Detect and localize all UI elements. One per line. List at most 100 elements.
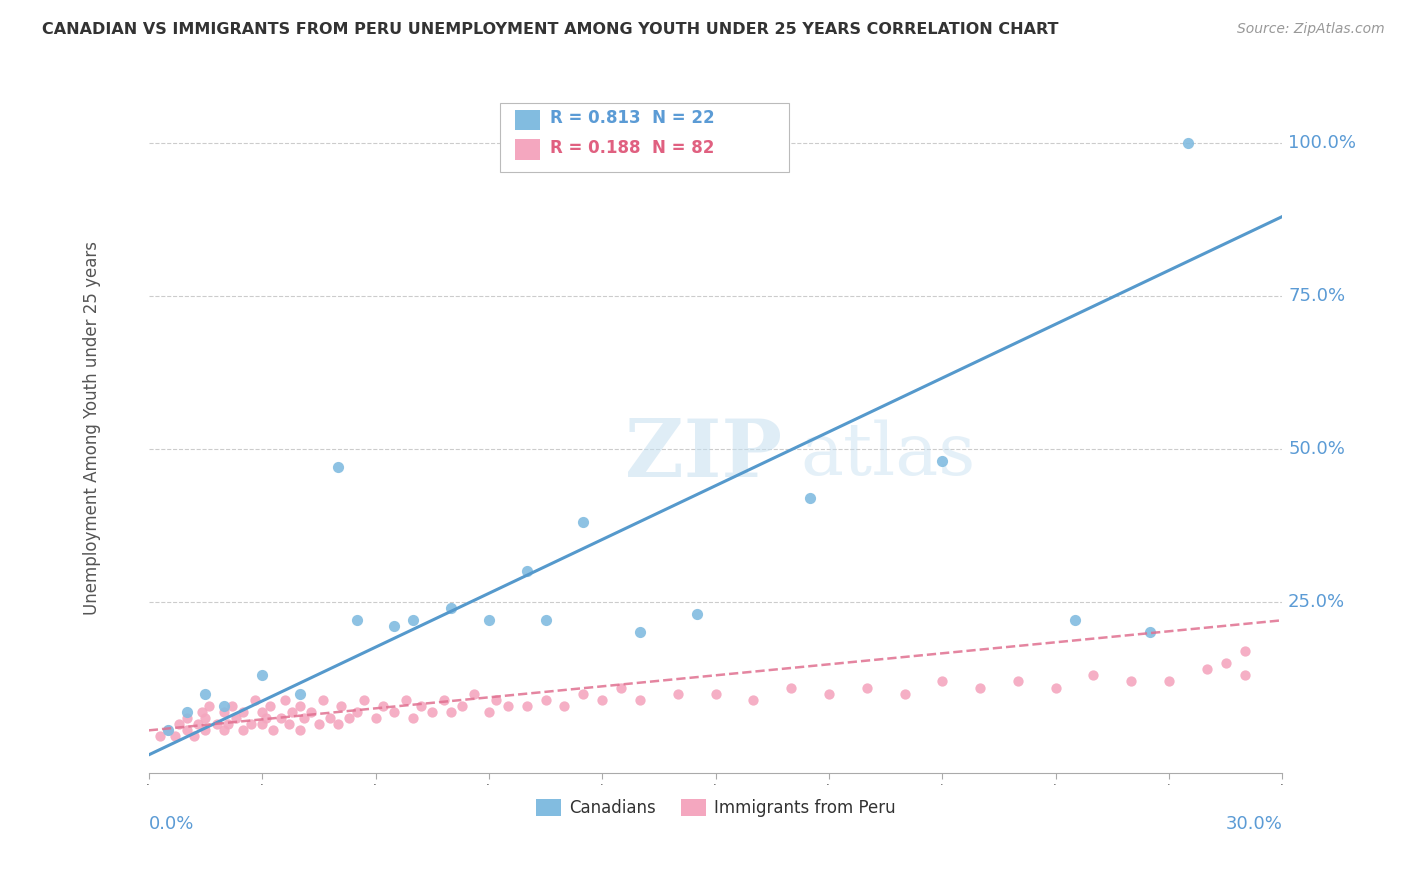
Point bbox=[931, 454, 953, 468]
Point bbox=[194, 711, 217, 725]
Point bbox=[384, 619, 406, 633]
Text: 50.0%: 50.0% bbox=[1288, 440, 1346, 458]
Point bbox=[217, 717, 239, 731]
Point bbox=[281, 705, 304, 719]
Point bbox=[1139, 625, 1161, 640]
Text: R = 0.188  N = 82: R = 0.188 N = 82 bbox=[550, 139, 714, 157]
Point bbox=[353, 693, 375, 707]
Point bbox=[346, 613, 368, 627]
Point bbox=[156, 723, 179, 738]
Point bbox=[288, 687, 311, 701]
Point bbox=[299, 705, 322, 719]
Text: atlas: atlas bbox=[800, 420, 976, 491]
FancyBboxPatch shape bbox=[515, 110, 540, 130]
Text: 75.0%: 75.0% bbox=[1288, 287, 1346, 305]
Point bbox=[274, 693, 297, 707]
Point bbox=[402, 711, 425, 725]
Legend: Canadians, Immigrants from Peru: Canadians, Immigrants from Peru bbox=[529, 792, 903, 823]
Point bbox=[259, 698, 281, 713]
Point bbox=[176, 705, 198, 719]
Point bbox=[485, 693, 508, 707]
Point bbox=[176, 723, 198, 738]
Point bbox=[451, 698, 474, 713]
Point bbox=[666, 687, 689, 701]
Point bbox=[1233, 668, 1256, 682]
Point bbox=[346, 705, 368, 719]
Point bbox=[250, 668, 273, 682]
Point bbox=[516, 564, 538, 578]
Point bbox=[326, 460, 349, 475]
Point bbox=[628, 693, 651, 707]
Point bbox=[610, 681, 633, 695]
Point bbox=[319, 711, 342, 725]
Point bbox=[799, 491, 821, 505]
Point bbox=[214, 705, 236, 719]
Point bbox=[311, 693, 333, 707]
Point bbox=[384, 705, 406, 719]
Point bbox=[194, 723, 217, 738]
Point bbox=[440, 705, 463, 719]
Point bbox=[194, 687, 217, 701]
Point bbox=[572, 516, 595, 530]
Point bbox=[969, 681, 991, 695]
Point bbox=[534, 613, 557, 627]
Point bbox=[198, 698, 221, 713]
Point bbox=[420, 705, 443, 719]
FancyBboxPatch shape bbox=[515, 139, 540, 160]
Point bbox=[1045, 681, 1067, 695]
Point bbox=[402, 613, 425, 627]
Point bbox=[263, 723, 285, 738]
Text: 30.0%: 30.0% bbox=[1226, 814, 1282, 832]
Text: ZIP: ZIP bbox=[624, 417, 782, 494]
Point bbox=[591, 693, 613, 707]
Point bbox=[250, 705, 273, 719]
Point bbox=[1063, 613, 1085, 627]
Point bbox=[704, 687, 727, 701]
Point bbox=[931, 674, 953, 689]
Point bbox=[214, 723, 236, 738]
Text: Source: ZipAtlas.com: Source: ZipAtlas.com bbox=[1237, 22, 1385, 37]
Point bbox=[254, 711, 277, 725]
Point bbox=[893, 687, 915, 701]
Point bbox=[1177, 136, 1199, 150]
Point bbox=[330, 698, 353, 713]
Point bbox=[149, 730, 172, 744]
Text: Unemployment Among Youth under 25 years: Unemployment Among Youth under 25 years bbox=[83, 241, 101, 615]
Point bbox=[214, 698, 236, 713]
Text: 0.0%: 0.0% bbox=[149, 814, 194, 832]
Point bbox=[183, 730, 205, 744]
Text: 25.0%: 25.0% bbox=[1288, 593, 1346, 611]
Point bbox=[167, 717, 190, 731]
Point bbox=[496, 698, 519, 713]
Point bbox=[478, 613, 501, 627]
Point bbox=[1215, 656, 1237, 670]
Point bbox=[409, 698, 432, 713]
Point bbox=[176, 711, 198, 725]
Point bbox=[818, 687, 841, 701]
Point bbox=[288, 698, 311, 713]
Point bbox=[221, 698, 243, 713]
Point bbox=[232, 705, 254, 719]
Point bbox=[232, 723, 254, 738]
Point bbox=[292, 711, 315, 725]
Point bbox=[440, 601, 463, 615]
Point bbox=[364, 711, 387, 725]
Point bbox=[628, 625, 651, 640]
Point bbox=[463, 687, 485, 701]
Point bbox=[187, 717, 209, 731]
Point bbox=[270, 711, 292, 725]
Point bbox=[337, 711, 360, 725]
Point bbox=[156, 723, 179, 738]
Point bbox=[243, 693, 266, 707]
Point bbox=[1195, 662, 1218, 676]
Point bbox=[1083, 668, 1105, 682]
Point bbox=[516, 698, 538, 713]
Text: 100.0%: 100.0% bbox=[1288, 134, 1355, 152]
Text: CANADIAN VS IMMIGRANTS FROM PERU UNEMPLOYMENT AMONG YOUTH UNDER 25 YEARS CORRELA: CANADIAN VS IMMIGRANTS FROM PERU UNEMPLO… bbox=[42, 22, 1059, 37]
Point bbox=[432, 693, 454, 707]
Point bbox=[395, 693, 418, 707]
Point bbox=[190, 705, 212, 719]
FancyBboxPatch shape bbox=[501, 103, 789, 172]
Point bbox=[165, 730, 187, 744]
Text: R = 0.813  N = 22: R = 0.813 N = 22 bbox=[550, 109, 714, 127]
